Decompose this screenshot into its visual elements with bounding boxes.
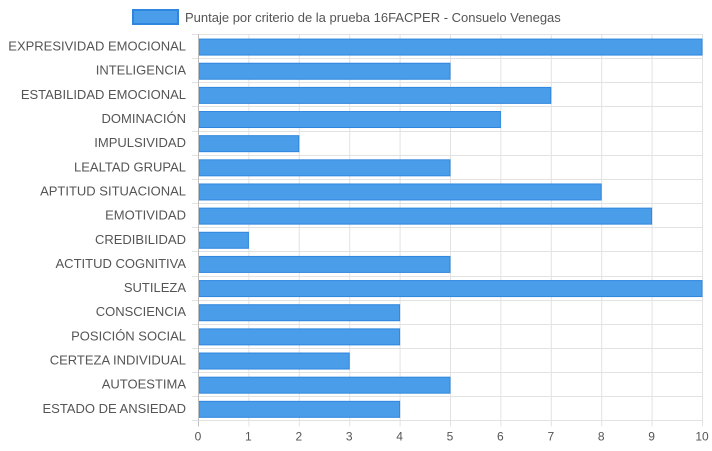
category-label: ACTITUD COGNITIVA — [56, 256, 187, 271]
bar[interactable] — [198, 255, 451, 273]
category-label: CONSCIENCIA — [96, 304, 187, 319]
category-label: CREDIBILIDAD — [95, 232, 186, 247]
bar[interactable] — [198, 183, 602, 201]
bar[interactable] — [198, 400, 401, 418]
bar[interactable] — [198, 352, 350, 370]
legend-swatch[interactable] — [132, 9, 179, 25]
category-label: DOMINACIÓN — [102, 111, 187, 126]
category-label: INTELIGENCIA — [96, 63, 187, 78]
x-tick-label: 6 — [497, 429, 504, 443]
legend[interactable]: Puntaje por criterio de la prueba 16FACP… — [132, 9, 561, 25]
category-label: POSICIÓN SOCIAL — [71, 328, 186, 343]
bar[interactable] — [198, 207, 653, 225]
category-label: AUTOESTIMA — [102, 377, 187, 392]
bar[interactable] — [198, 376, 451, 394]
bar[interactable] — [198, 38, 703, 56]
bar[interactable] — [198, 304, 401, 322]
category-label: ESTADO DE ANSIEDAD — [42, 401, 186, 416]
bar[interactable] — [198, 62, 451, 80]
bar[interactable] — [198, 111, 501, 129]
bar[interactable] — [198, 159, 451, 177]
x-tick-label: 2 — [295, 429, 302, 443]
category-label: EMOTIVIDAD — [105, 208, 186, 223]
category-labels: EXPRESIVIDAD EMOCIONAL INTELIGENCIA ESTABI… — [8, 39, 186, 416]
legend-label[interactable]: Puntaje por criterio de la prueba 16FACP… — [185, 10, 561, 25]
category-label: IMPULSIVIDAD — [94, 135, 186, 150]
x-tick-label: 9 — [648, 429, 655, 443]
bar[interactable] — [198, 135, 300, 153]
category-label: ESTABILIDAD EMOCIONAL — [21, 87, 186, 102]
category-label: APTITUD SITUACIONAL — [40, 183, 186, 198]
x-tick-label: 7 — [547, 429, 554, 443]
bars — [198, 38, 703, 418]
x-tick-label: 5 — [447, 429, 454, 443]
x-tick-label: 1 — [245, 429, 252, 443]
x-tick-label: 10 — [695, 429, 709, 443]
x-tick-labels: 0 1 2 3 4 5 6 7 8 9 10 — [195, 429, 709, 443]
bar[interactable] — [198, 328, 401, 346]
bar[interactable] — [198, 231, 249, 249]
category-label: LEALTAD GRUPAL — [74, 159, 186, 174]
bar[interactable] — [198, 280, 703, 298]
x-tick-label: 0 — [195, 429, 202, 443]
x-tick-label: 4 — [396, 429, 403, 443]
x-tick-label: 8 — [598, 429, 605, 443]
bar[interactable] — [198, 86, 552, 104]
category-label: CERTEZA INDIVIDUAL — [50, 353, 186, 368]
category-label: EXPRESIVIDAD EMOCIONAL — [8, 39, 186, 54]
category-label: SUTILEZA — [124, 280, 186, 295]
x-tick-label: 3 — [346, 429, 353, 443]
